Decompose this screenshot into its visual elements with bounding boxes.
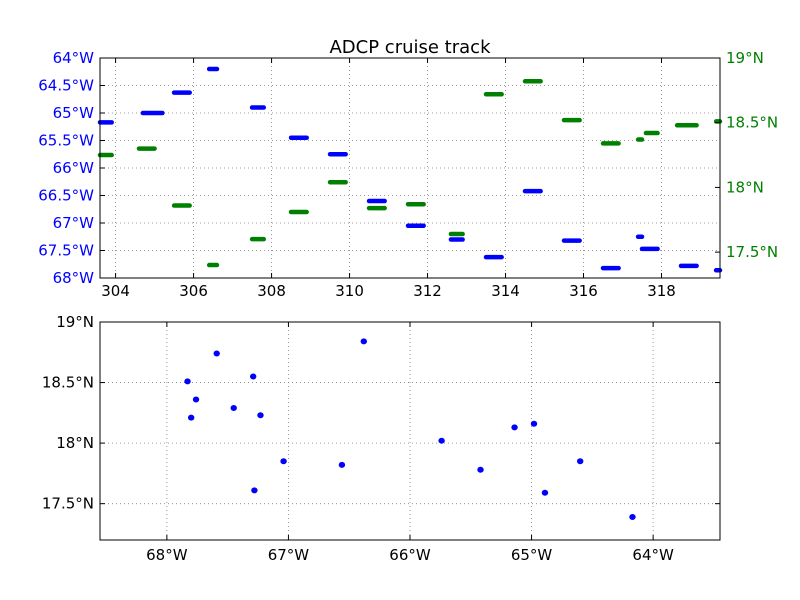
top-plot-ticks: 304 306 308 310 312 314 316 318 64°W 64.5°W 65°W 65… (38, 49, 778, 300)
top-y-left-tick-label: 66.5°W (38, 187, 94, 205)
track-point (541, 489, 549, 496)
track-point (629, 513, 636, 520)
bottom-x-tick-label: 67°W (268, 546, 310, 564)
bottom-x-tick-label: 64°W (632, 546, 674, 564)
track-point (251, 487, 258, 494)
top-plot-frame (99, 57, 721, 279)
top-x-tick-label: 304 (101, 282, 130, 300)
bottom-y-tick-label: 18°N (56, 434, 94, 452)
track-point (438, 437, 445, 444)
track-point (477, 466, 484, 473)
track-point (511, 424, 518, 431)
track-point (360, 338, 368, 345)
bottom-y-tick-label: 17.5°N (42, 495, 94, 513)
track-point (230, 404, 237, 411)
bottom-y-tick-label: 18.5°N (42, 374, 94, 392)
bottom-y-tick-label: 19°N (56, 313, 94, 331)
top-x-tick-label: 312 (413, 282, 442, 300)
top-y-right-tick-label: 18.5°N (726, 114, 778, 132)
top-y-right-tick-label: 19°N (726, 49, 764, 67)
top-y-left-tick-label: 65°W (53, 104, 95, 122)
top-plot-marks (97, 66, 723, 273)
top-x-tick-label: 308 (257, 282, 286, 300)
top-y-right-tick-label: 17.5°N (726, 243, 778, 261)
top-x-tick-label: 314 (491, 282, 520, 300)
top-y-right-tick-label: 18°N (726, 178, 764, 196)
bottom-plot-frame (99, 321, 721, 541)
track-point (576, 458, 584, 465)
bottom-plot-ticks: 68°W 67°W 66°W 65°W 64°W 19°N 18.5°N 18°N 17.5°N (42, 313, 720, 564)
top-x-tick-label: 318 (647, 282, 676, 300)
track-point (213, 350, 220, 357)
chart-title: ADCP cruise track (329, 37, 491, 58)
top-y-left-tick-label: 64.5°W (38, 77, 94, 95)
top-y-left-tick-label: 67.5°W (38, 242, 94, 260)
track-point (187, 414, 195, 421)
track-point (257, 412, 264, 419)
track-point (249, 373, 257, 380)
top-x-tick-label: 306 (179, 282, 208, 300)
track-point (530, 420, 538, 427)
bottom-x-tick-label: 66°W (389, 546, 431, 564)
track-point (192, 396, 200, 403)
track-point (338, 461, 346, 468)
top-x-tick-label: 310 (335, 282, 364, 300)
track-point (280, 458, 287, 465)
bottom-x-tick-label: 68°W (146, 546, 188, 564)
top-y-left-tick-label: 64°W (53, 49, 95, 67)
top-y-left-tick-label: 67°W (53, 214, 95, 232)
top-y-left-tick-label: 65.5°W (38, 132, 94, 150)
bottom-x-tick-label: 65°W (511, 546, 553, 564)
top-y-left-tick-label: 66°W (53, 159, 95, 177)
track-point (184, 378, 191, 385)
top-x-tick-label: 316 (569, 282, 598, 300)
bottom-plot-marks (184, 338, 636, 520)
top-y-left-tick-label: 68°W (53, 269, 95, 287)
